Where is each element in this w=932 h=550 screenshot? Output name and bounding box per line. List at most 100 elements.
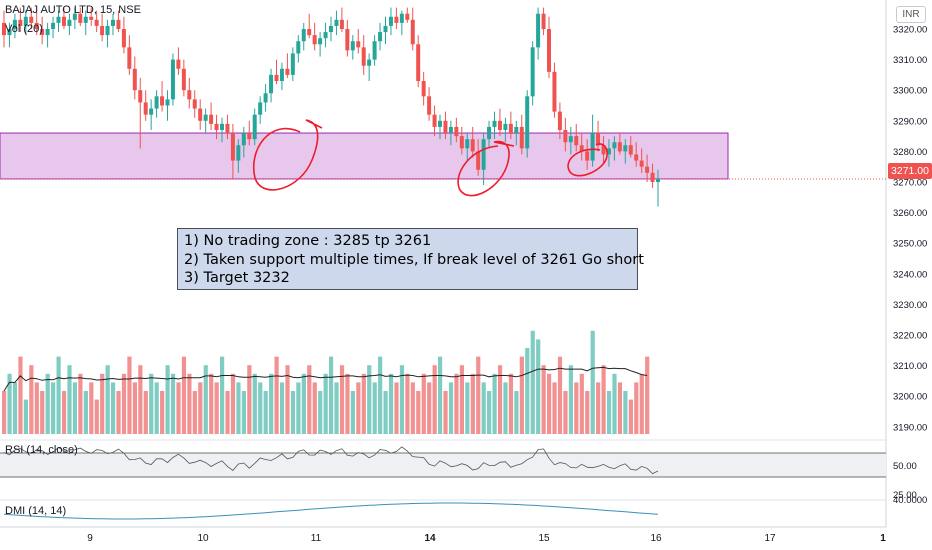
volume-bar (116, 391, 121, 434)
candle-body (367, 59, 372, 66)
volume-bar (165, 365, 170, 434)
volume-bar (601, 365, 606, 434)
candle-body (236, 145, 241, 161)
candle-body (7, 29, 12, 36)
volume-bar (89, 382, 94, 434)
candle-body (503, 123, 508, 130)
candle-body (312, 35, 317, 45)
candle-body (192, 99, 197, 109)
candle-body (497, 120, 502, 130)
volume-bar (481, 382, 486, 434)
rsi-axis-tick: 50.00 (893, 461, 917, 472)
candle-body (399, 13, 404, 23)
candle-body (410, 19, 415, 45)
volume-bar (579, 373, 584, 434)
candle-body (448, 126, 453, 134)
candle-body (432, 114, 437, 127)
price-axis-tick: 3250.00 (893, 239, 927, 250)
candle-body (596, 133, 601, 146)
volume-bar (552, 382, 557, 434)
volume-bar (492, 373, 497, 434)
candle-body (339, 19, 344, 29)
candle-body (656, 178, 660, 182)
volume-bar (247, 365, 252, 434)
candle-body (650, 172, 655, 182)
volume-bar (536, 339, 541, 434)
volume-ma-line (3, 366, 648, 392)
candle-body (170, 59, 175, 100)
volume-bar (149, 373, 154, 434)
candle-body (361, 47, 366, 66)
candle-body (263, 93, 268, 103)
rsi-indicator-label[interactable]: RSI (14, close) (5, 444, 78, 456)
annotation-note-box[interactable]: 1) No trading zone : 3285 tp 3261 2) Tak… (177, 228, 644, 290)
candle-body (443, 120, 448, 134)
candle-body (187, 90, 192, 100)
volume-bar (416, 391, 421, 434)
candle-body (105, 25, 110, 36)
volume-bar (634, 382, 639, 434)
volume-indicator-label[interactable]: Vol (20) (5, 23, 43, 35)
volume-bar (225, 391, 230, 434)
candle-body (459, 136, 464, 149)
candle-body (100, 25, 105, 36)
candle-body (301, 29, 306, 42)
volume-bar (421, 373, 426, 434)
volume-bar (230, 373, 236, 434)
candle-body (290, 53, 295, 75)
volume-bar (78, 373, 83, 434)
volume-bar (214, 382, 219, 434)
candle-body (454, 126, 459, 137)
candle-body (149, 108, 154, 115)
dmi-indicator-label[interactable]: DMI (14, 14) (5, 505, 67, 517)
volume-bar (209, 373, 214, 434)
currency-badge[interactable]: INR (896, 6, 926, 23)
candle-body (579, 145, 584, 152)
candle-body (296, 41, 301, 54)
volume-bar (345, 373, 350, 434)
rsi-axis-tick: 25.00 (893, 490, 917, 501)
volume-bar (263, 391, 268, 434)
volume-bar (427, 382, 432, 434)
volume-bar (23, 399, 28, 434)
candle-body (552, 71, 557, 112)
candle-body (606, 148, 611, 155)
volume-bar (34, 382, 39, 434)
volume-bar (454, 373, 459, 434)
volume-bar (318, 391, 323, 434)
time-axis-tick: 11 (311, 533, 322, 544)
candle-body (203, 114, 208, 121)
candle-body (94, 19, 99, 26)
volume-bar (72, 382, 78, 434)
volume-bar (356, 382, 361, 434)
volume-bar (132, 382, 137, 434)
candle-body (181, 68, 186, 91)
candle-body (590, 133, 595, 161)
time-axis-tick: 15 (538, 533, 550, 544)
symbol-title[interactable]: BAJAJ AUTO LTD, 15, NSE (5, 4, 141, 16)
note-line-2: 2) Taken support multiple times, If brea… (184, 251, 644, 268)
volume-bar (574, 382, 579, 434)
candle-body (138, 90, 143, 103)
candle-body (2, 22, 6, 36)
annotation-circle-3 (567, 143, 608, 177)
volume-bar (503, 382, 508, 434)
volume-bar (568, 365, 573, 434)
volume-bar (361, 373, 366, 434)
candle-body (214, 123, 219, 130)
time-axis-tick: 16 (650, 533, 662, 544)
candle-body (438, 120, 442, 127)
candle-body (121, 29, 126, 48)
time-axis-tick: 17 (764, 533, 776, 544)
volume-bar (448, 382, 454, 434)
volume-bar (241, 391, 246, 434)
time-axis-tick: 9 (87, 533, 93, 544)
volume-bar (459, 365, 464, 434)
candle-body (323, 32, 328, 39)
candle-body (72, 13, 77, 20)
volume-bar (465, 382, 470, 434)
volume-bar (94, 399, 99, 434)
volume-bar (236, 382, 241, 434)
candle-body (160, 96, 165, 106)
